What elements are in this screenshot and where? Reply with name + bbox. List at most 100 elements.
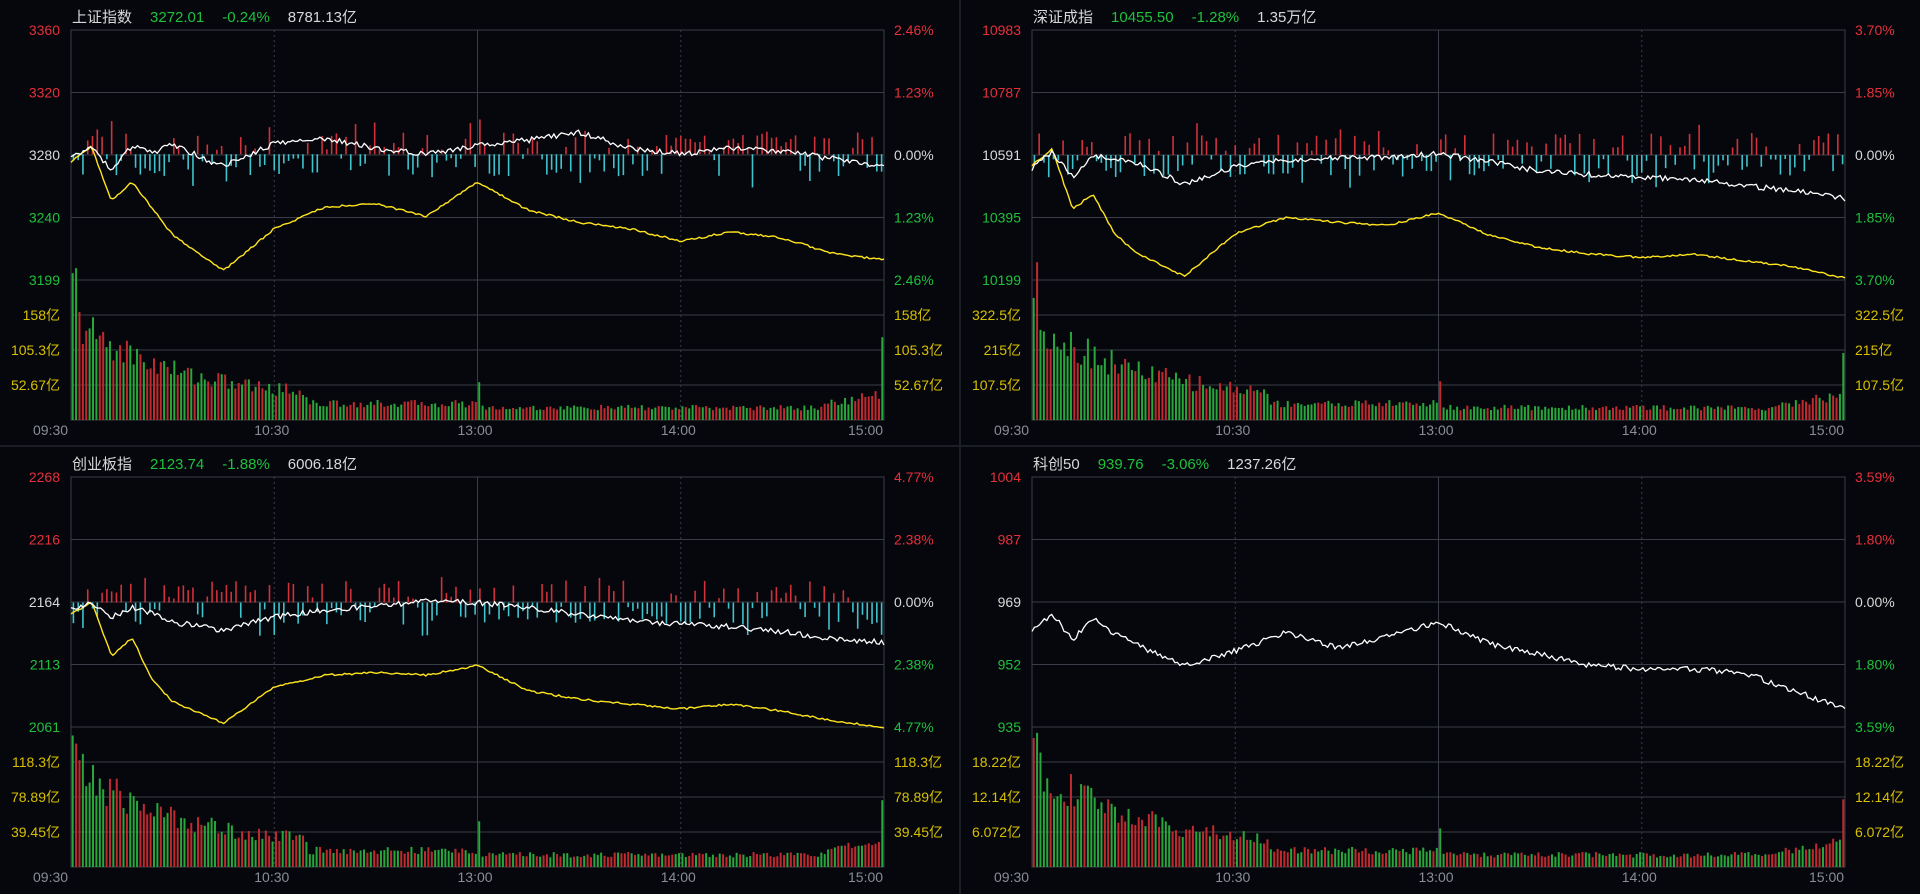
volume-tick-label: 107.5亿 [972, 377, 1021, 393]
volume-bar [149, 368, 152, 420]
volume-bar [1252, 841, 1255, 867]
volume-bar [1344, 405, 1347, 420]
volume-bar [1598, 853, 1601, 867]
volume-bar [529, 406, 532, 420]
volume-bar [549, 406, 552, 420]
volume-bar [427, 847, 430, 867]
volume-bar [1351, 405, 1354, 420]
volume-bar [840, 403, 843, 420]
volume-bar [1188, 829, 1191, 867]
volume-bar [864, 396, 867, 420]
volume-bar [1242, 394, 1245, 420]
volume-bar [1537, 406, 1540, 420]
volume-bar [335, 400, 338, 420]
volume-bar [1605, 855, 1608, 867]
volume-bar [725, 856, 728, 867]
volume-bar [1368, 853, 1371, 867]
chart-svg-chinext: 创业板指 2123.74 -1.88% 6006.18亿 2268 2216 2164 211… [11, 455, 943, 885]
volume-bar [1086, 338, 1089, 420]
volume-bar [1107, 374, 1110, 420]
volume-bar [860, 393, 863, 420]
volume-bar [264, 390, 267, 420]
volume-bar [1161, 817, 1164, 867]
volume-bar [220, 831, 223, 867]
volume-bar [491, 406, 494, 420]
volume-bar [684, 407, 687, 420]
volume-bar [1591, 407, 1594, 420]
volume-bar [542, 409, 545, 420]
volume-tick-label: 322.5亿 [972, 307, 1021, 323]
price-tick-label: 10395 [982, 210, 1021, 226]
volume-bar [573, 856, 576, 867]
volume-bar [1761, 856, 1764, 867]
volume-bar [1188, 374, 1191, 420]
volume-bar [78, 312, 81, 420]
volume-bar [1113, 364, 1116, 420]
volume-bar [610, 856, 613, 867]
volume-bar [224, 374, 227, 420]
chart-svg-star50: 科创50 939.76 -3.06% 1237.26亿 1004 987 969 952 935… [972, 456, 1904, 885]
volume-bar [498, 853, 501, 867]
volume-bar [461, 848, 464, 867]
volume-bar [1490, 855, 1493, 867]
volume-bar [1520, 405, 1523, 420]
volume-bar [1327, 850, 1330, 867]
volume-bar [867, 396, 870, 420]
volume-bar [363, 849, 366, 867]
volume-bar [217, 833, 220, 867]
volume-bar [322, 852, 325, 867]
volume-bar [1798, 403, 1801, 420]
price-tick-label: 2164 [29, 594, 60, 610]
volume-bar [820, 406, 823, 420]
volume-bar [1733, 852, 1736, 867]
volume-bar [268, 835, 271, 867]
volume-bar [688, 408, 691, 420]
volume-bar [589, 409, 592, 420]
volume-bar [132, 364, 135, 420]
volume-bar [1513, 852, 1516, 867]
volume-bar [1117, 373, 1120, 420]
volume-bar [681, 406, 684, 420]
volume-bar [1662, 405, 1665, 420]
percent-tick-label: 2.46% [894, 22, 934, 38]
volume-bar [1300, 404, 1303, 420]
volume-bar [1283, 851, 1286, 867]
volume-bar [1456, 406, 1459, 420]
volume-bar [366, 404, 369, 420]
volume-bar [291, 839, 294, 867]
volume-bar [522, 856, 525, 867]
volume-bar [1645, 853, 1648, 867]
volume-bar [786, 852, 789, 867]
volume-tick-label: 12.14亿 [972, 789, 1021, 805]
volume-bar [1168, 825, 1171, 867]
volume-bar [1452, 853, 1455, 867]
volume-bar [1781, 851, 1784, 867]
volume-bar [423, 405, 426, 420]
volume-bar [258, 828, 261, 867]
volume-bar [1567, 405, 1570, 420]
volume-bar [1649, 409, 1652, 420]
volume-bar [427, 406, 430, 420]
volume-bar [1249, 839, 1252, 867]
volume-bar [1229, 831, 1232, 867]
volume-bar [1784, 847, 1787, 867]
volume-bar [1208, 386, 1211, 420]
volume-bar [644, 410, 647, 420]
volume-bar [881, 800, 884, 867]
volume-bar [1334, 848, 1337, 867]
volume-bar [112, 790, 115, 867]
volume-bar [1517, 853, 1520, 867]
volume-bar [142, 803, 145, 867]
volume-bar [481, 856, 484, 867]
volume-bar [1320, 850, 1323, 867]
volume-bar [491, 853, 494, 867]
percent-tick-label: 3.59% [1855, 469, 1895, 485]
volume-bar [1293, 403, 1296, 420]
volume-bar [1422, 847, 1425, 867]
volume-bar [837, 845, 840, 867]
volume-bar [1557, 408, 1560, 420]
volume-bar [379, 850, 382, 867]
volume-bar [1154, 814, 1157, 867]
volume-bar [190, 822, 193, 867]
volume-bar [315, 846, 318, 867]
